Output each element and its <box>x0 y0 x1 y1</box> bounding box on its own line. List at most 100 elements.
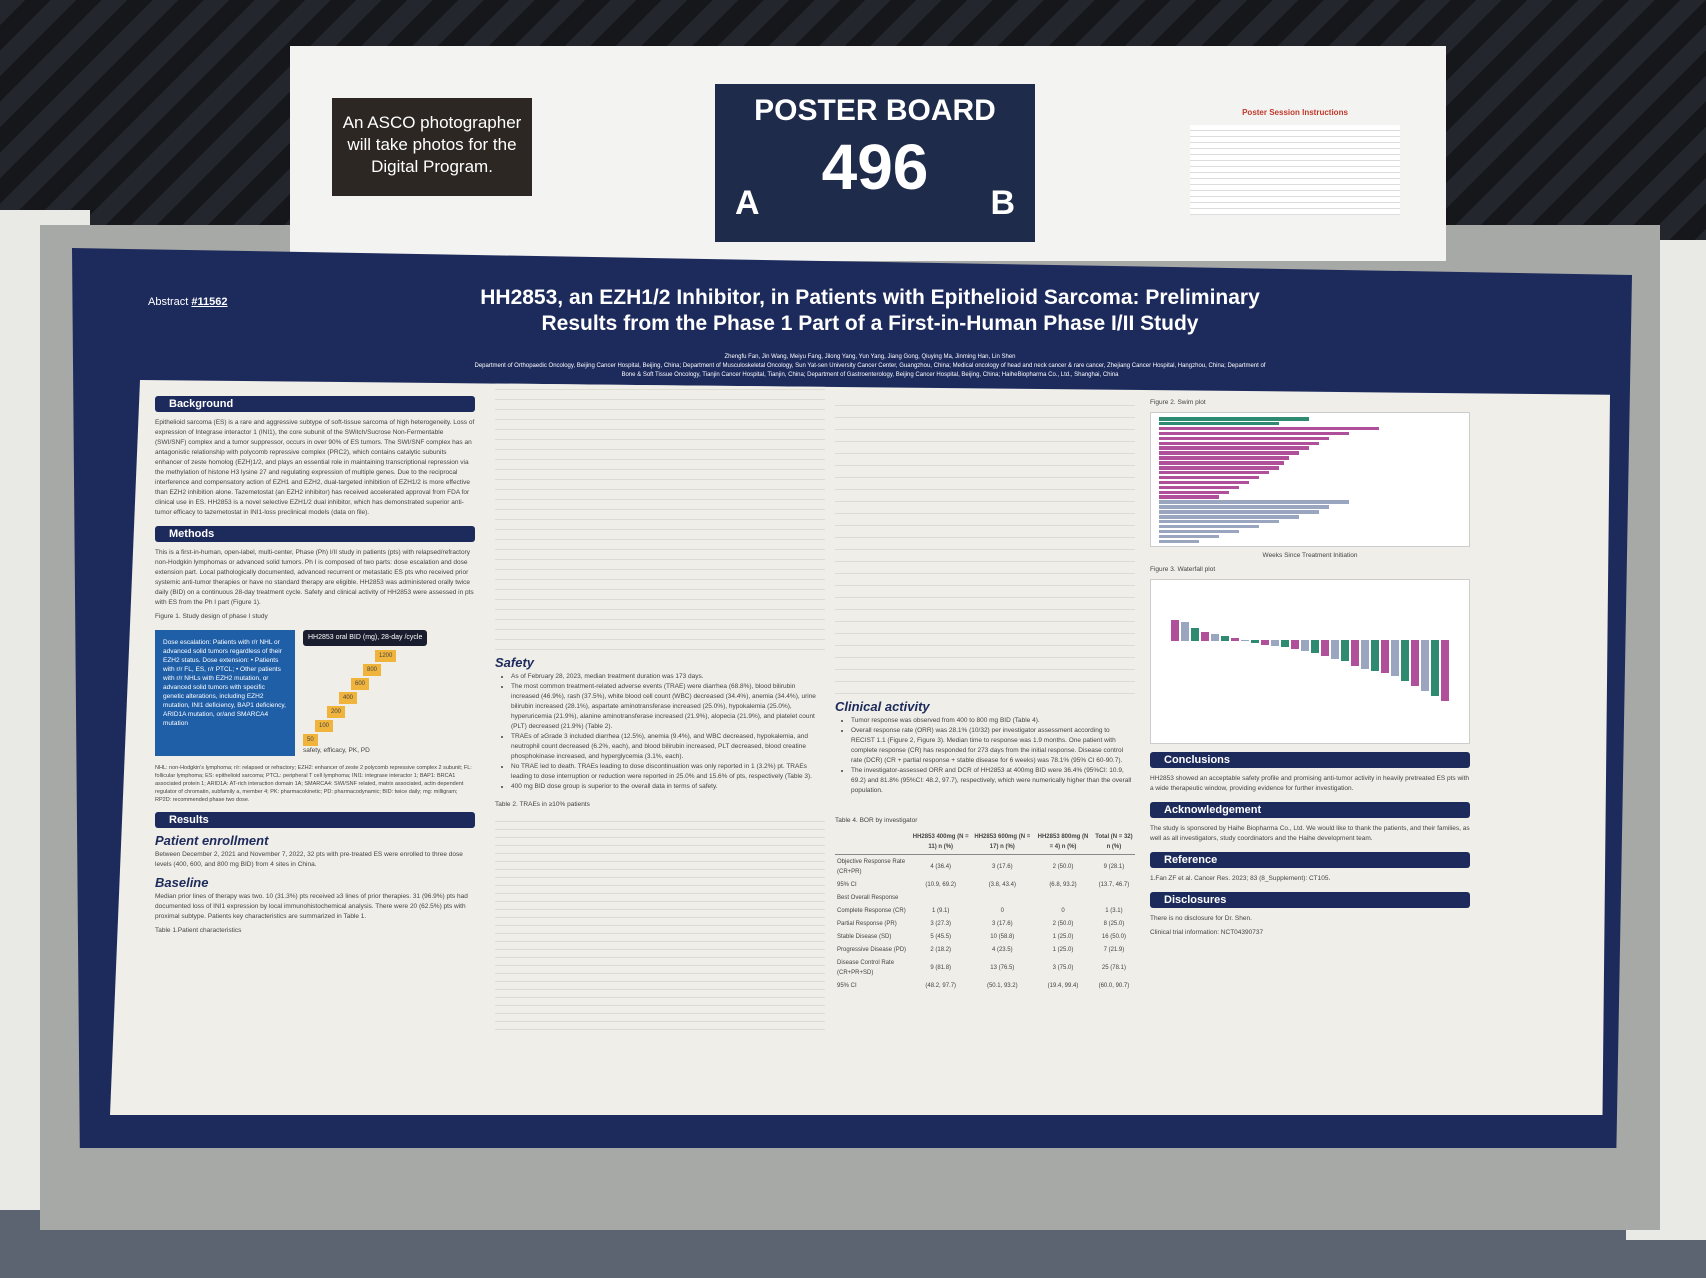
table-cell: 16 (50.0) <box>1101 933 1126 940</box>
table-cell: 0 <box>1061 907 1065 914</box>
dose-step: 100 <box>315 720 334 732</box>
poster-title: HH2853, an EZH1/2 Inhibitor, in Patients… <box>480 286 1260 335</box>
dose-step: 600 <box>351 678 370 690</box>
swim-bar <box>1159 490 1229 494</box>
table4-header: Total (N = 32) n (%) <box>1092 830 1135 855</box>
safety-bullet: The most common treatment-related advers… <box>511 682 825 732</box>
swim-bar <box>1159 495 1219 499</box>
waterfall-bar <box>1361 640 1369 669</box>
dose-escalation-diagram: HH2853 oral BID (mg), 28-day /cycle 50 10… <box>303 630 428 756</box>
reference-heading: Reference <box>1150 852 1470 868</box>
table-cell: 95% CI <box>837 881 857 888</box>
abstract-number: Abstract #11562 <box>148 296 228 308</box>
table-row: Disease Control Rate (CR+PR+SD) 9 (81.8) 1… <box>835 956 1135 979</box>
table4-caption: Table 4. BOR by investigator <box>835 817 918 824</box>
enrollment-heading: Patient enrollment <box>155 833 269 848</box>
table-row: Stable Disease (SD) 5 (45.5) 10 (58.8) 1 (2… <box>835 930 1135 943</box>
table-cell: Complete Response (CR) <box>837 907 906 914</box>
clinical-bullet: The investigator-assessed ORR and DCR of… <box>851 766 1135 796</box>
table-row: 95% CI (10.9, 69.2) (3.8, 43.4) (6.8, 93.2)… <box>835 878 1135 891</box>
conclusions-text: HH2853 showed an acceptable safety profi… <box>1150 775 1470 792</box>
table-cell: Progressive Disease (PD) <box>837 946 907 953</box>
table-cell: 5 (45.5) <box>930 933 952 940</box>
dose-steps: 50 100 200 400 600 800 1200 <box>303 650 427 746</box>
swim-bar <box>1159 436 1329 441</box>
dose-step: 400 <box>339 692 358 704</box>
swim-bar <box>1159 505 1329 509</box>
swim-bar <box>1159 529 1239 534</box>
poster-content: Background Epithelioid sarcoma (ES) is a… <box>110 380 1610 1115</box>
abbreviations: NHL: non-Hodgkin's lymphoma; r/r: relaps… <box>155 765 472 803</box>
table-cell: 3 (27.3) <box>930 920 952 927</box>
session-instructions: Poster Session Instructions <box>1190 108 1400 228</box>
abstract-id: #11562 <box>191 296 228 308</box>
table-cell: 8 (25.0) <box>1103 920 1125 927</box>
dose-step: 200 <box>327 706 346 718</box>
table-cell: (50.1, 93.2) <box>986 982 1018 989</box>
table-cell: 13 (76.5) <box>990 964 1015 971</box>
table-cell: 4 (36.4) <box>930 863 952 870</box>
table-cell: 2 (50.0) <box>1052 920 1074 927</box>
disclosures-heading: Disclosures <box>1150 892 1470 908</box>
waterfall-bar <box>1281 640 1289 647</box>
swim-bar <box>1159 446 1309 450</box>
swim-plot <box>1150 412 1470 547</box>
clinical-bullets: Tumor response was observed from 400 to … <box>835 716 1135 796</box>
table-cell <box>910 891 972 904</box>
column-1: Background Epithelioid sarcoma (ES) is a… <box>155 388 475 940</box>
table-cell: 3 (17.6) <box>991 863 1013 870</box>
safety-bullet: No TRAE led to death. TRAEs leading to d… <box>511 762 825 782</box>
swim-bar <box>1159 426 1379 431</box>
table-cell: 0 <box>1000 907 1004 914</box>
table-cell <box>1093 891 1135 904</box>
background-heading: Background <box>155 396 475 412</box>
enrollment-text: Between December 2, 2021 and November 7,… <box>155 851 463 868</box>
table-cell <box>971 891 1033 904</box>
background-text: Epithelioid sarcoma (ES) is a rare and a… <box>155 419 475 516</box>
swim-bar <box>1159 461 1284 465</box>
poster-board-number: POSTER BOARD 496 A B <box>715 84 1035 242</box>
photographer-notice: An ASCO photographer will take photos fo… <box>332 98 532 196</box>
table4-header: HH2853 800mg (N = 4) n (%) <box>1033 830 1093 855</box>
table-cell: (6.8, 93.2) <box>1049 881 1077 888</box>
table-cell: Disease Control Rate (CR+PR+SD) <box>837 959 895 976</box>
swim-bar <box>1159 470 1269 475</box>
design-description: Dose escalation: Patients with r/r NHL o… <box>155 630 295 756</box>
waterfall-bar <box>1251 640 1259 643</box>
table-row: 95% CI (48.2, 97.7) (50.1, 93.2) (19.4, 99.… <box>835 979 1135 992</box>
table-cell: Stable Disease (SD) <box>837 933 892 940</box>
dose-step: 800 <box>363 664 382 676</box>
table1-caption: Table 1.Patient characteristics <box>155 927 242 934</box>
swim-bar <box>1159 417 1309 421</box>
results-heading: Results <box>155 812 475 828</box>
methods-text: This is a first-in-human, open-label, mu… <box>155 549 474 606</box>
table-cell: (60.0, 90.7) <box>1098 982 1130 989</box>
conclusions-heading: Conclusions <box>1150 752 1470 768</box>
baseline-text: Median prior lines of therapy was two. 1… <box>155 893 468 920</box>
study-design-figure: Dose escalation: Patients with r/r NHL o… <box>155 630 475 756</box>
affiliations: Department of Orthopaedic Oncology, Beij… <box>474 363 1266 378</box>
table-row: Progressive Disease (PD) 2 (18.2) 4 (23.5)… <box>835 943 1135 956</box>
baseline-heading: Baseline <box>155 875 209 890</box>
table4-header: HH2853 600mg (N = 17) n (%) <box>971 830 1034 855</box>
waterfall-plot <box>1150 579 1470 744</box>
safety-heading: Safety <box>495 655 535 670</box>
swim-bar <box>1159 466 1279 470</box>
waterfall-bar <box>1181 622 1189 641</box>
table-cell: (10.9, 69.2) <box>925 881 957 888</box>
waterfall-bar <box>1371 640 1379 671</box>
author-list: Zhengfu Fan, Jin Wang, Meiyu Fang, Jilon… <box>724 354 1016 360</box>
table-cell: (3.8, 43.4) <box>988 881 1016 888</box>
swim-bar <box>1159 480 1249 485</box>
swim-bar <box>1159 456 1289 460</box>
board-number: 496 <box>821 131 929 203</box>
table-cell: 10 (58.8) <box>990 933 1015 940</box>
table-cell: 25 (78.1) <box>1101 964 1126 971</box>
table-row: Objective Response Rate (CR+PR) 4 (36.4) 3… <box>835 855 1135 879</box>
table-cell: 3 (75.0) <box>1052 964 1074 971</box>
waterfall-bar <box>1261 640 1269 645</box>
trial-info: Clinical trial information: NCT04390737 <box>1150 929 1264 936</box>
acknowledgement-text: The study is sponsored by Haihe Biopharm… <box>1150 825 1470 842</box>
waterfall-bar <box>1331 640 1339 659</box>
swim-bar <box>1159 534 1219 539</box>
